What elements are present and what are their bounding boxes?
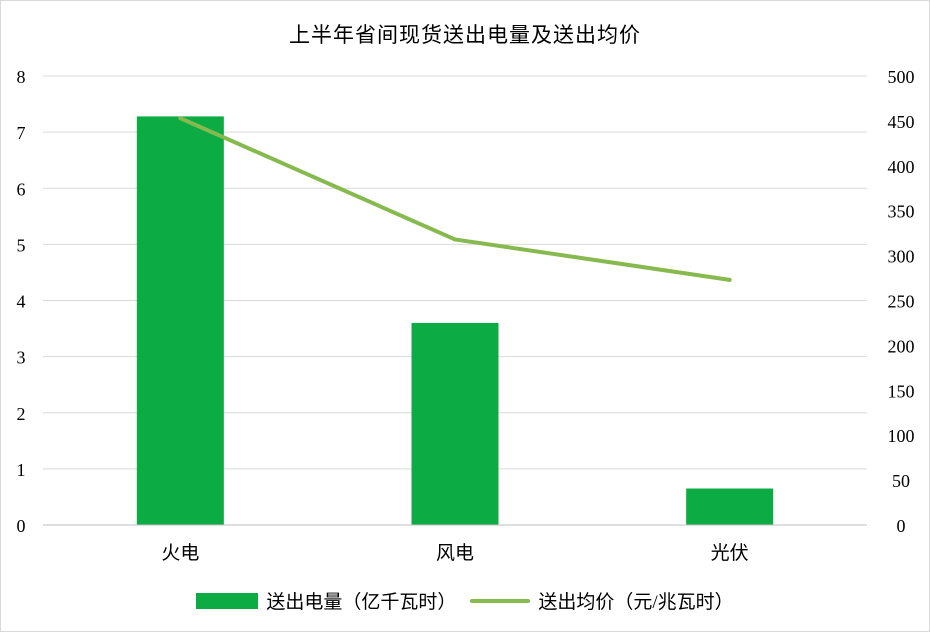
y-left-tick-label: 0 [17, 516, 26, 536]
y-left-tick-label: 5 [17, 235, 26, 255]
y-left-tick-label: 8 [17, 67, 26, 87]
y-left-tick-label: 7 [17, 123, 26, 143]
y-right-tick-label: 200 [888, 336, 915, 356]
legend: 送出电量（亿千瓦时） 送出均价（元/兆瓦时） [1, 587, 929, 614]
x-tick-label: 火电 [161, 542, 199, 564]
y-left-tick-label: 3 [17, 348, 26, 368]
legend-swatch-bar [196, 592, 259, 609]
y-left-tick-label: 4 [17, 292, 26, 312]
bar-series [136, 116, 774, 525]
y-right-tick-label: 250 [888, 292, 915, 312]
y-right-tick-label: 400 [888, 157, 915, 177]
chart-title: 上半年省间现货送出电量及送出均价 [289, 23, 641, 47]
legend-item-price: 送出均价（元/兆瓦时） [470, 587, 734, 614]
bar-1 [136, 116, 224, 525]
y-right-tick-label: 50 [892, 471, 910, 491]
line-series [178, 116, 732, 282]
y-right-tick-label: 350 [888, 202, 915, 222]
y-left-tick-label: 2 [17, 404, 26, 424]
y-right-tick-label: 150 [888, 381, 915, 401]
y-right-tick-label: 500 [888, 67, 915, 87]
x-tick-label: 风电 [436, 542, 474, 564]
y-right-tick-label: 0 [897, 516, 906, 536]
x-tick-label: 光伏 [711, 542, 749, 564]
bar-2 [411, 322, 499, 525]
axes: 0 1 2 3 4 5 6 7 8 0 50 100 150 200 250 300 350 400 450 500 火… [17, 67, 915, 564]
legend-swatch-line [470, 598, 531, 603]
legend-label-volume: 送出电量（亿千瓦时） [266, 592, 457, 613]
price-line [178, 116, 732, 282]
legend-item-volume: 送出电量（亿千瓦时） [196, 587, 456, 614]
y-right-tick-label: 450 [888, 112, 915, 132]
legend-label-price: 送出均价（元/兆瓦时） [538, 592, 734, 613]
price-point-1 [178, 116, 183, 121]
bar-3 [686, 488, 774, 525]
y-right-tick-label: 100 [888, 426, 915, 446]
y-left-tick-label: 1 [17, 460, 26, 480]
y-right-tick-label: 300 [888, 247, 915, 267]
price-point-3 [727, 277, 732, 282]
price-point-2 [453, 237, 457, 242]
y-left-tick-label: 6 [17, 179, 26, 199]
